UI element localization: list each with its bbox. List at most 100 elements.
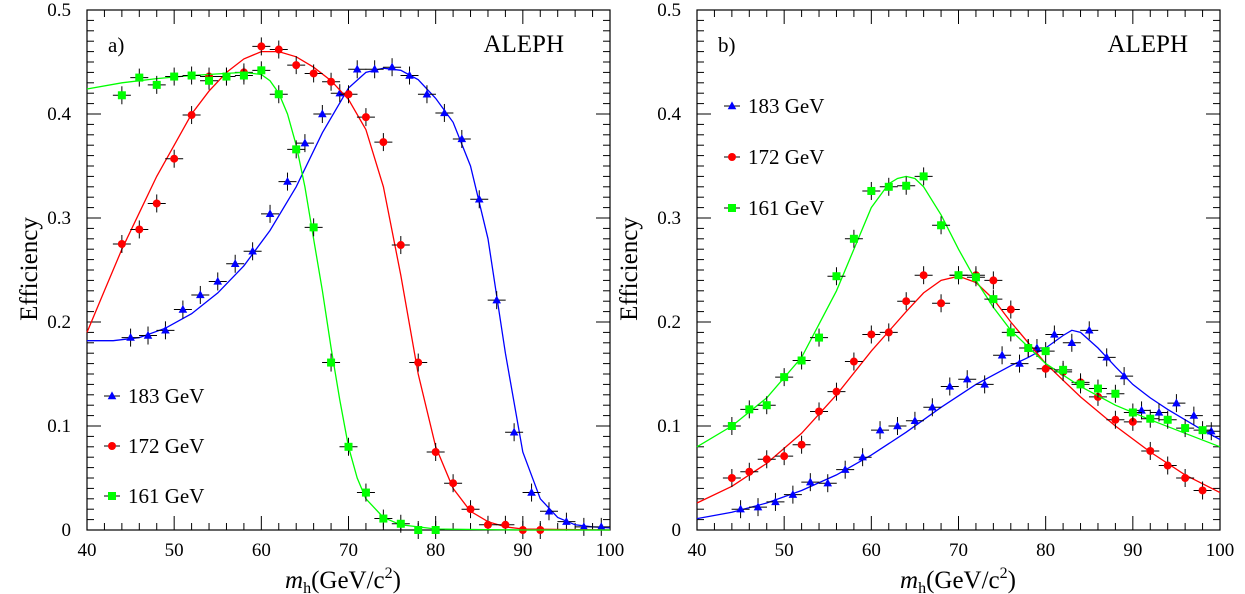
data-point: [126, 333, 135, 341]
panel-a: Efficiency a) ALEPH mh(GeV/c2) 40 50 60 70 8…: [16, 0, 624, 594]
data-point: [780, 452, 789, 461]
data-point: [544, 506, 554, 515]
data-point: [309, 223, 318, 232]
panel-label: a): [108, 33, 124, 57]
x-axis-title: mh(GeV/c2): [285, 565, 401, 594]
data-point: [187, 71, 196, 80]
data-point: [815, 407, 824, 416]
y-tick-label: 0.3: [657, 208, 681, 229]
data-point: [196, 290, 205, 299]
data-point: [187, 111, 196, 120]
x-tick-label: 100: [596, 540, 625, 561]
data-point: [736, 504, 745, 513]
data-point: [501, 520, 510, 529]
panel-b: Efficiency b) ALEPH mh(GeV/c2) 40 50 60 70 8…: [616, 0, 1234, 594]
data-point: [396, 241, 405, 250]
data-point: [170, 72, 179, 81]
x-tick-label: 50: [165, 540, 184, 561]
x-tick-label: 60: [252, 540, 271, 561]
data-point: [875, 425, 885, 434]
data-point: [1102, 352, 1111, 361]
data-point: [1067, 338, 1077, 346]
data-point: [910, 416, 920, 424]
data-point: [361, 488, 370, 497]
data-point: [405, 70, 414, 79]
y-tick-label: 0.1: [47, 416, 71, 437]
data-point: [1111, 415, 1120, 424]
data-point: [971, 273, 980, 282]
data-point: [474, 194, 484, 203]
series-161-gev: [696, 167, 1221, 448]
data-point: [945, 381, 955, 390]
data-point: [1146, 446, 1155, 455]
x-tick-label: 90: [1123, 540, 1142, 561]
data-point: [962, 374, 972, 383]
x-tick-label: 70: [339, 540, 358, 561]
y-tick-label: 0.5: [657, 0, 681, 21]
experiment-label: ALEPH: [1107, 31, 1188, 58]
data-point: [919, 271, 928, 280]
ticks: [86, 9, 611, 531]
data-point: [1015, 359, 1024, 367]
data-point: [457, 134, 467, 143]
data-point: [1119, 371, 1129, 380]
y-tick-label: 0.4: [657, 104, 681, 125]
fit-curve: [87, 67, 611, 529]
fit-curve: [86, 50, 611, 531]
experiment-label: ALEPH: [483, 31, 564, 58]
data-point: [954, 271, 963, 280]
data-point: [213, 276, 223, 285]
series-161-gev: [86, 61, 610, 539]
fit-curve: [86, 71, 610, 531]
data-point: [1198, 486, 1207, 495]
data-point: [562, 517, 571, 525]
data-point: [387, 62, 397, 71]
data-point: [414, 358, 423, 367]
data-point: [449, 479, 458, 488]
data-point: [205, 76, 214, 85]
data-point: [1024, 344, 1033, 352]
data-point: [396, 519, 405, 528]
data-point: [727, 422, 736, 430]
data-point: [248, 246, 257, 255]
data-point: [937, 221, 946, 230]
data-point: [1093, 384, 1102, 393]
data-point: [152, 80, 161, 89]
data-point: [989, 295, 998, 304]
data-point: [1181, 424, 1190, 433]
data-point: [283, 177, 292, 185]
data-point: [1146, 414, 1155, 423]
data-point: [274, 45, 283, 54]
data-point: [596, 522, 606, 531]
data-point: [884, 328, 893, 337]
data-point: [762, 455, 771, 464]
data-point: [753, 502, 763, 511]
data-point: [152, 199, 161, 208]
legend: 183 GeV 172 GeV 161 GeV: [724, 94, 824, 220]
data-point: [849, 357, 858, 366]
data-point: [379, 514, 388, 523]
data-point: [1163, 415, 1172, 424]
data-point: [483, 520, 492, 529]
data-point: [143, 330, 153, 339]
legend-marker: [108, 492, 116, 500]
x-tick-label: 80: [1036, 540, 1055, 561]
data-point: [257, 66, 266, 75]
x-axis-title: mh(GeV/c2): [900, 565, 1016, 594]
data-point: [797, 440, 806, 449]
data-point: [1006, 328, 1015, 337]
data-point: [1006, 305, 1015, 314]
data-point: [1059, 365, 1068, 374]
data-point: [509, 427, 519, 436]
data-point: [1041, 347, 1050, 356]
x-tick-label: 60: [862, 540, 881, 561]
data-point: [327, 77, 336, 86]
data-point: [937, 299, 946, 308]
data-point: [762, 401, 771, 410]
legend-marker: [108, 442, 116, 450]
legend-label: 172 GeV: [748, 145, 824, 169]
data-point: [1111, 389, 1120, 398]
y-tick-label: 0: [62, 520, 72, 541]
data-point: [727, 474, 736, 482]
x-tick-label: 100: [1206, 540, 1235, 561]
